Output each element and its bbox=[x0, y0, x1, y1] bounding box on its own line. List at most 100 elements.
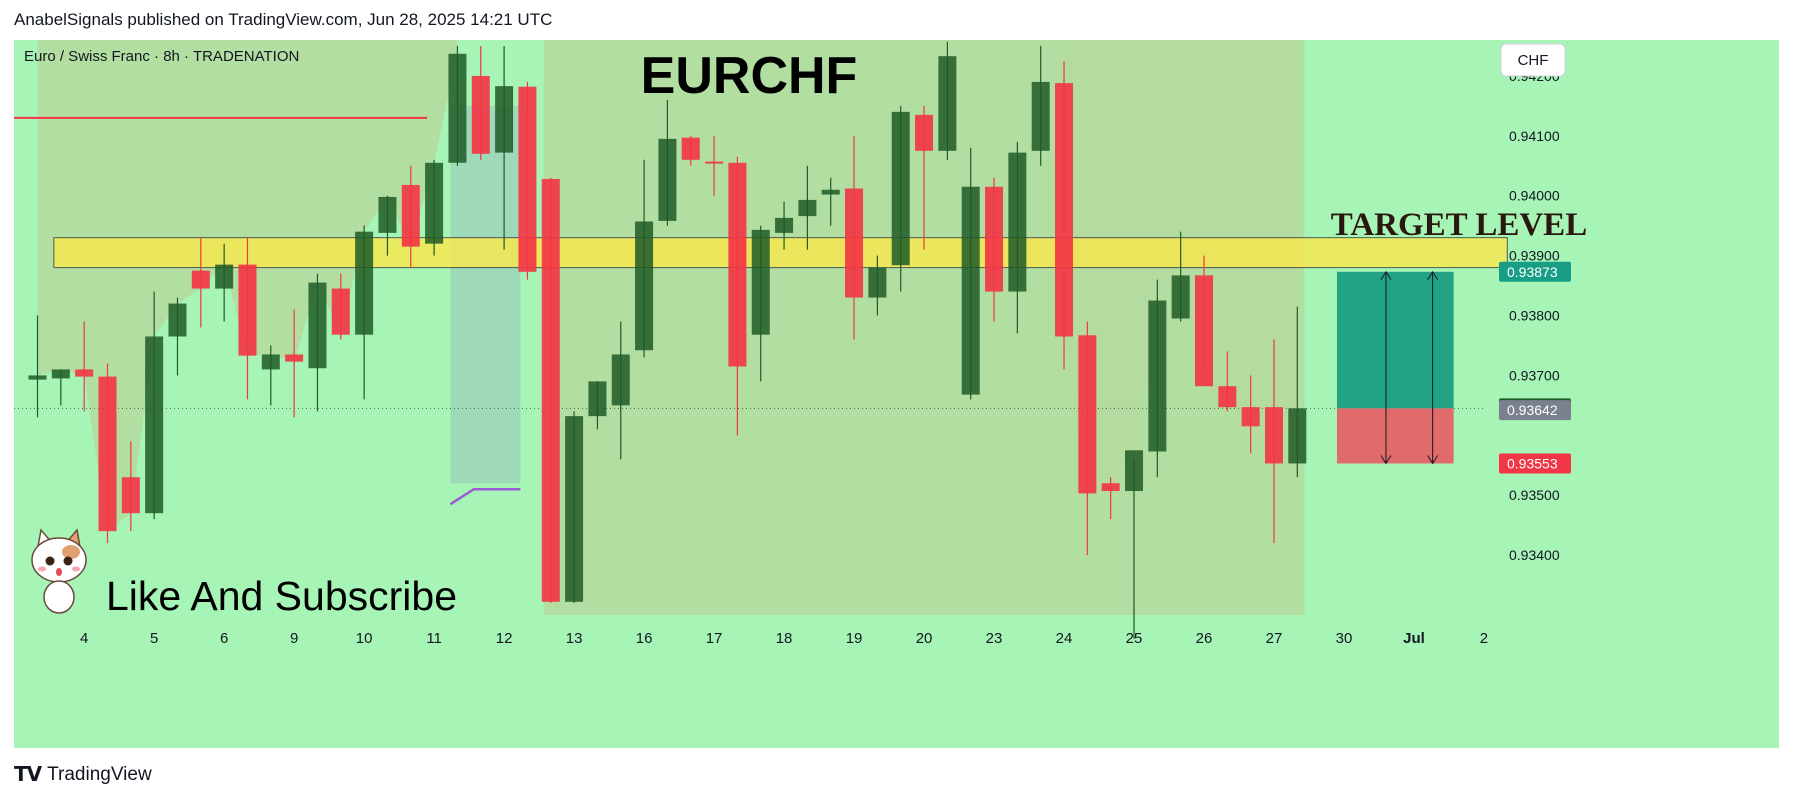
x-tick-label: 26 bbox=[1196, 630, 1213, 647]
y-tick-label: 0.94100 bbox=[1509, 128, 1560, 144]
arrow-head bbox=[1380, 270, 1392, 281]
x-tick-label: 13 bbox=[566, 630, 583, 647]
y-tick-label: 0.93400 bbox=[1509, 547, 1560, 563]
x-tick-label: 5 bbox=[150, 630, 158, 647]
candle-body bbox=[1288, 408, 1307, 464]
cat-eye bbox=[63, 556, 73, 566]
candlestick-chart[interactable]: Euro / Swiss Franc · 8h · TRADENATION EUR… bbox=[14, 40, 1779, 748]
candle bbox=[121, 441, 140, 532]
x-tick-label: 24 bbox=[1056, 630, 1073, 647]
price-label-text: 0.93873 bbox=[1507, 264, 1558, 280]
currency-button-label: CHF bbox=[1518, 52, 1549, 69]
candle bbox=[1148, 279, 1167, 478]
candle-body bbox=[1264, 407, 1283, 464]
y-tick-label: 0.94000 bbox=[1509, 188, 1560, 204]
candle bbox=[1125, 450, 1144, 639]
candle bbox=[308, 273, 327, 412]
candle bbox=[238, 237, 257, 400]
y-tick-label: 0.93700 bbox=[1509, 367, 1560, 383]
x-tick-label: 25 bbox=[1126, 630, 1143, 647]
price-label-bg bbox=[1499, 453, 1571, 474]
cat-blush bbox=[72, 566, 80, 572]
candle bbox=[705, 135, 724, 196]
x-tick-label: 2 bbox=[1480, 630, 1488, 647]
candle bbox=[728, 156, 747, 436]
candle-body bbox=[1125, 450, 1144, 492]
candle-body bbox=[1031, 81, 1050, 151]
arrow-head bbox=[1380, 455, 1392, 465]
currency-button[interactable]: CHF bbox=[1500, 43, 1566, 77]
currency-button-bg bbox=[1500, 43, 1566, 77]
candle-body bbox=[331, 288, 350, 335]
y-tick-label: 0.93900 bbox=[1509, 248, 1560, 264]
candle-body bbox=[1148, 300, 1167, 452]
x-tick-label: 20 bbox=[916, 630, 933, 647]
price-label-bg bbox=[1499, 400, 1571, 421]
publish-info: AnabelSignals published on TradingView.c… bbox=[14, 10, 553, 29]
candle-body bbox=[588, 381, 607, 417]
candle bbox=[168, 297, 187, 376]
arrow-head bbox=[1427, 455, 1439, 465]
candle-body bbox=[168, 303, 187, 337]
candle-body bbox=[471, 75, 490, 154]
x-tick-label: 11 bbox=[426, 630, 442, 647]
candle bbox=[611, 321, 630, 460]
candle bbox=[191, 237, 210, 328]
candle bbox=[378, 195, 397, 256]
promo-text: Like And Subscribe bbox=[106, 573, 457, 619]
candle bbox=[1195, 255, 1213, 387]
indicator-line bbox=[449, 487, 521, 506]
candle bbox=[1055, 60, 1074, 370]
candle bbox=[98, 363, 117, 544]
y-tick-label: 0.93800 bbox=[1509, 308, 1560, 324]
candle bbox=[588, 381, 607, 430]
highlight-box bbox=[450, 105, 521, 484]
candle-body bbox=[518, 86, 537, 272]
cat-mascot-icon bbox=[31, 528, 87, 614]
candle bbox=[658, 99, 677, 226]
candle bbox=[471, 45, 490, 160]
candle-body bbox=[915, 114, 934, 151]
candle bbox=[28, 315, 47, 418]
tradingview-footer[interactable]: 𝗧𝗩 TradingView bbox=[14, 762, 152, 787]
arrow-head bbox=[1427, 270, 1439, 281]
x-tick-label: 4 bbox=[80, 630, 88, 647]
candle-body bbox=[1055, 83, 1074, 337]
candle-body bbox=[215, 264, 234, 289]
candle-body bbox=[1218, 386, 1237, 408]
x-tick-label: 9 bbox=[290, 630, 298, 647]
candle bbox=[448, 45, 467, 166]
candle bbox=[1031, 45, 1050, 166]
candle-body bbox=[448, 53, 467, 163]
x-tick-label: 12 bbox=[496, 630, 513, 647]
candle bbox=[845, 135, 864, 340]
x-tick-label: 19 bbox=[846, 630, 863, 647]
candle-body bbox=[541, 178, 560, 602]
candle-body bbox=[845, 188, 864, 298]
candle-body bbox=[98, 376, 117, 532]
candle-body bbox=[658, 138, 677, 221]
candle bbox=[565, 411, 584, 604]
candle-body bbox=[28, 375, 47, 380]
candle bbox=[868, 255, 887, 316]
candle-body bbox=[751, 229, 770, 335]
cat-mouth bbox=[56, 568, 62, 576]
candle bbox=[261, 345, 280, 406]
candle-body bbox=[938, 56, 957, 151]
price-label: 0.93642 bbox=[1499, 400, 1571, 421]
take-profit-zone bbox=[1336, 271, 1454, 409]
footer-brand: TradingView bbox=[47, 763, 152, 785]
candle bbox=[821, 177, 840, 226]
candle bbox=[1288, 306, 1307, 478]
cat-patch bbox=[62, 545, 80, 559]
candle bbox=[1078, 321, 1097, 556]
candle bbox=[891, 105, 910, 292]
candle bbox=[1218, 351, 1237, 412]
x-tick-label: 10 bbox=[356, 630, 373, 647]
chart[interactable]: Euro / Swiss Franc · 8h · TRADENATION EUR… bbox=[14, 40, 1779, 748]
x-tick-label: 27 bbox=[1266, 630, 1283, 647]
target-level-band bbox=[53, 237, 1508, 269]
candle-body bbox=[145, 336, 164, 514]
price-label: 0.93873 bbox=[1499, 261, 1571, 282]
candle-body bbox=[728, 162, 747, 367]
